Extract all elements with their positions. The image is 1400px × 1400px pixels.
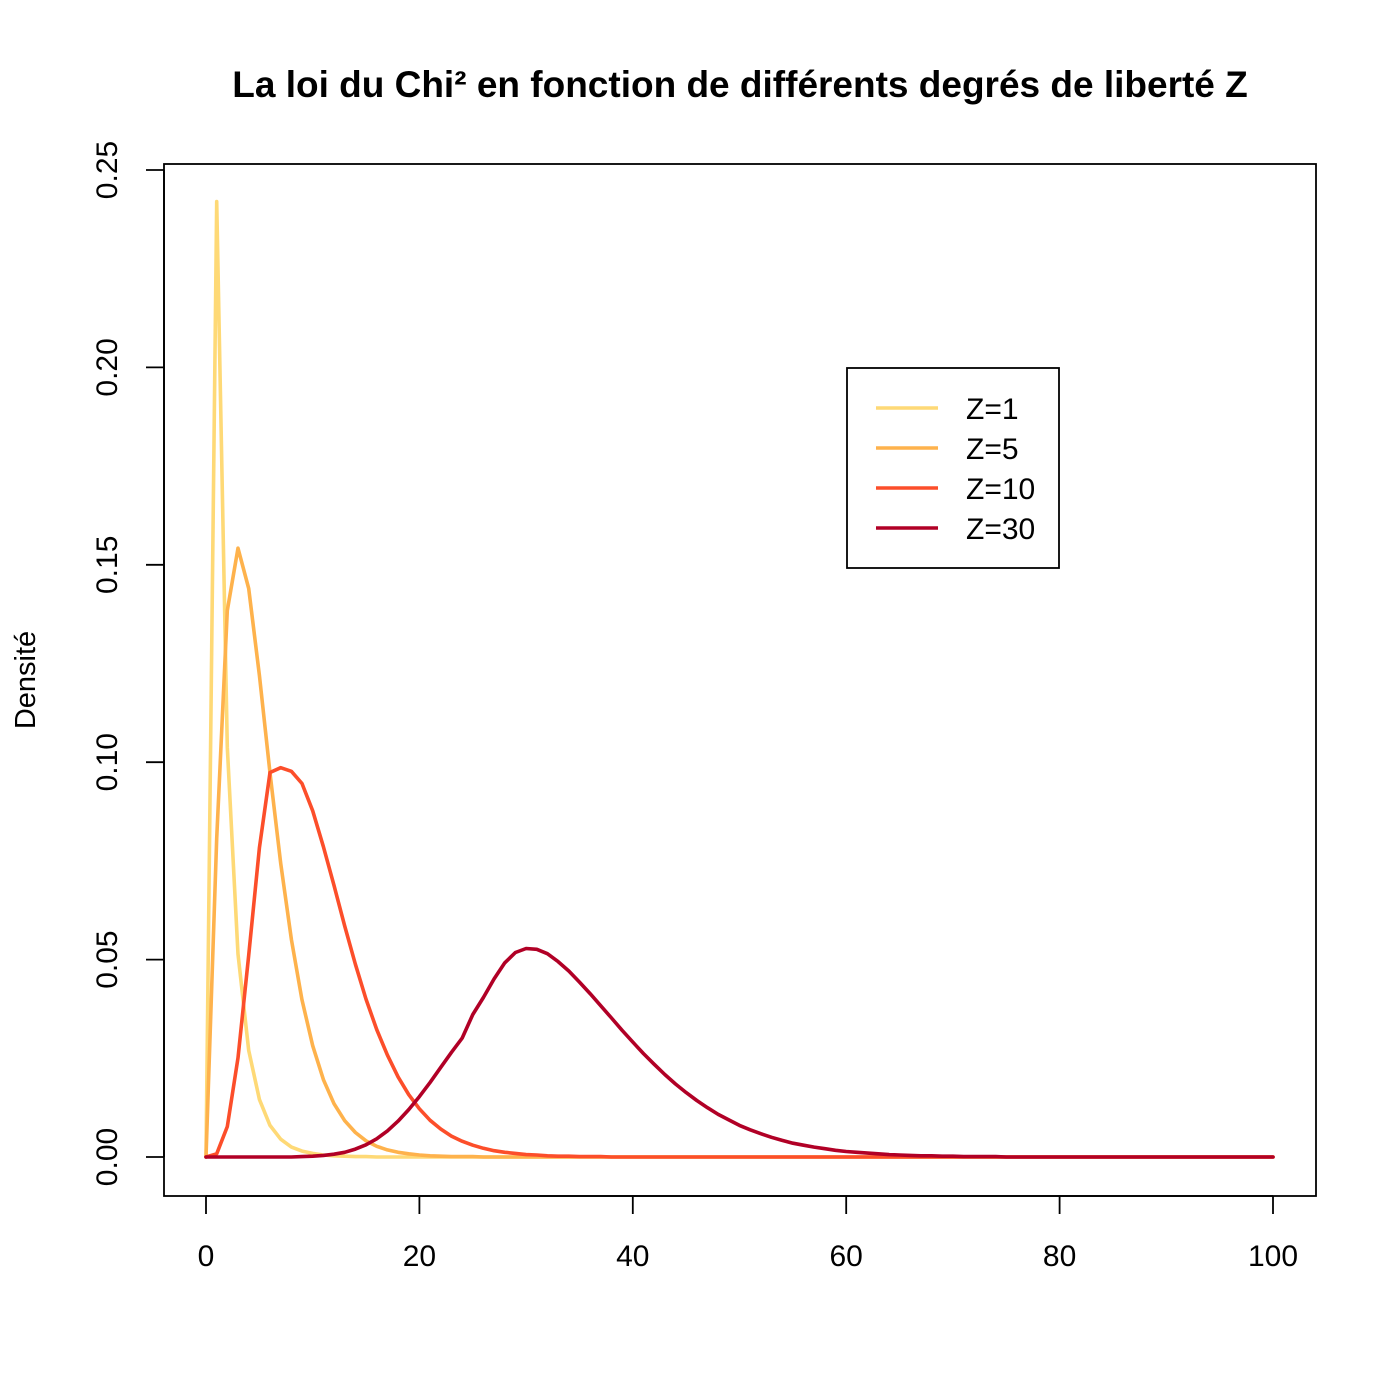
x-tick-label: 40 xyxy=(616,1240,649,1273)
y-axis-label: Densité xyxy=(10,631,42,729)
legend: Z=1 Z=5 Z=10 Z=30 xyxy=(846,367,1060,569)
legend-entries: Z=1 Z=5 Z=10 Z=30 xyxy=(876,393,1035,546)
x-tick-label: 0 xyxy=(198,1240,215,1273)
x-tick-label: 100 xyxy=(1248,1240,1298,1273)
legend-box xyxy=(846,367,1060,569)
legend-label: Z=30 xyxy=(966,513,1035,546)
y-tick-label: 0.00 xyxy=(91,1128,124,1186)
x-tick-label: 60 xyxy=(830,1240,863,1273)
x-axis: 0 20 40 60 80 100 xyxy=(198,1195,1298,1273)
y-tick-label: 0.25 xyxy=(91,141,124,199)
y-axis: 0.00 0.05 0.10 0.15 0.20 0.25 xyxy=(91,141,165,1186)
x-tick-label: 20 xyxy=(403,1240,436,1273)
legend-label: Z=5 xyxy=(966,433,1019,466)
y-tick-label: 0.15 xyxy=(91,536,124,594)
series-layer xyxy=(204,199,1275,1159)
x-tick-label: 80 xyxy=(1043,1240,1076,1273)
y-tick-label: 0.10 xyxy=(91,733,124,791)
y-tick-label: 0.05 xyxy=(91,930,124,988)
series-line-z-30 xyxy=(204,946,1275,1159)
legend-label: Z=10 xyxy=(966,473,1035,506)
chart-title: La loi du Chi² en fonction de différents… xyxy=(232,64,1248,105)
legend-label: Z=1 xyxy=(966,393,1019,426)
y-tick-label: 0.20 xyxy=(91,338,124,396)
